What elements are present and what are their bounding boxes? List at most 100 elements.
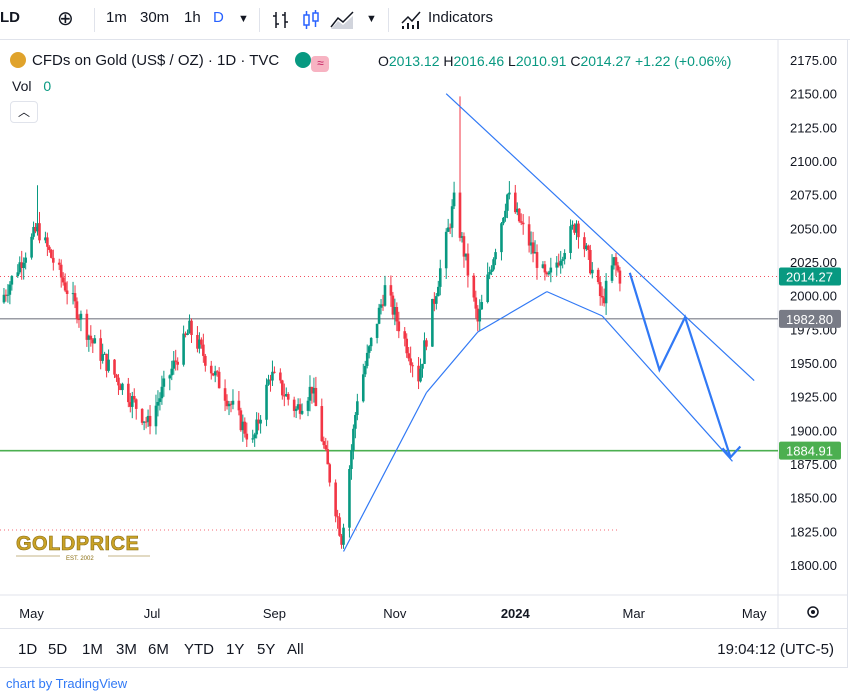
candle-body [521,222,525,225]
candle-body [478,309,482,322]
candle-body [583,237,586,250]
range-all[interactable]: All [287,641,304,658]
candle-body [571,224,574,227]
candle-body [6,294,10,296]
range-5d[interactable]: 5D [48,641,68,658]
candle-body [549,267,553,273]
candle-body [306,400,310,411]
candle-body [391,295,395,315]
indicators-icon[interactable] [400,9,422,31]
range-1y[interactable]: 1Y [226,641,245,658]
candle-body [529,242,533,246]
candle-body [517,208,521,222]
candle-body [79,313,83,320]
trendline [445,93,755,381]
candle-body [379,304,383,308]
candle-body [547,272,551,275]
range-5y[interactable]: 5Y [257,641,276,658]
close-value: 2014.27 [580,53,632,69]
symbol-label[interactable]: LD [0,9,20,26]
top-toolbar: LD ⊕ 1m 30m 1h D ▼ ▼ Indicators [0,0,850,40]
support-price-label: 1884.91 [786,444,833,459]
collapse-legend-button[interactable]: ︿ [10,101,38,123]
range-1d[interactable]: 1D [18,641,38,658]
interval-1h[interactable]: 1h [184,9,201,26]
candle-body [310,386,314,394]
candle-body [168,375,172,379]
candle-body [279,372,282,381]
candle-body [361,374,365,402]
candle-body [282,395,286,397]
candle-body [563,253,566,260]
y-tick-label: 2075.00 [790,188,837,203]
range-ytd[interactable]: YTD [184,641,214,658]
interval-1m[interactable]: 1m [106,9,127,26]
candle-body [480,302,484,310]
toolbar-divider [388,8,389,32]
chevron-down-icon[interactable]: ▼ [238,13,249,25]
candle-body [209,365,213,374]
candle-body [334,482,337,517]
legend-title[interactable]: CFDs on Gold (US$ / OZ) · 1D · TVC [32,52,280,69]
bottom-toolbar: 1D 5D 1M 3M 6M YTD 1Y 5Y All 19:04:12 (U… [0,628,848,668]
candle-body [452,192,456,207]
candle-body [590,269,594,274]
area-chart-icon[interactable] [329,9,355,31]
gold-logo-icon [10,52,26,68]
candle-body [417,365,420,382]
candle-body [458,192,462,238]
candle-body [326,449,330,465]
candle-body [172,360,176,369]
candle-body [365,352,369,366]
candle-body [65,290,69,294]
candle-body [61,277,65,283]
chevron-down-icon[interactable]: ▼ [366,13,377,25]
candle-body [531,242,535,254]
last-price-label-bg [779,267,841,286]
candle-body [36,223,39,232]
interval-30m[interactable]: 30m [140,9,170,26]
candle-body [312,387,316,394]
candle-body [32,226,35,237]
candles-icon[interactable] [301,9,321,31]
candle-body [4,294,8,296]
price-chart[interactable]: 2175.00 2150.00 2125.00 2100.00 2075.00 2050.… [0,40,848,628]
candle-body [59,264,63,278]
candle-body [476,308,480,322]
bar-chart-icon[interactable] [271,10,291,30]
y-tick-label: 1900.00 [790,423,837,438]
add-symbol-icon[interactable]: ⊕ [57,8,74,30]
interval-d[interactable]: D [213,9,224,26]
chart-legend: CFDs on Gold (US$ / OZ) · 1D · TVC ≈ [10,52,330,72]
candle-body [198,339,201,349]
candle-body [589,249,592,274]
candle-body [229,403,233,405]
indicators-button[interactable]: Indicators [428,9,494,26]
candle-body [132,396,136,400]
ohlc-readout: O2013.12 H2016.46 L2010.91 C2014.27 +1.2… [378,53,731,69]
trendline [342,392,427,552]
range-6m[interactable]: 6M [148,641,169,658]
candle-body [435,296,438,304]
candle-body [225,400,229,407]
range-3m[interactable]: 3M [116,641,137,658]
clock[interactable]: 19:04:12 (UTC-5) [717,641,834,658]
candle-body [259,419,262,424]
candle-body [508,192,511,195]
candle-body [397,321,401,332]
x-tick-label: Mar [623,606,646,621]
candle-body [614,257,618,266]
candle-body [403,331,407,339]
vol-label: Vol [12,78,32,94]
range-1m[interactable]: 1M [82,641,103,658]
candle-body [474,297,478,309]
y-tick-label: 1875.00 [790,457,837,472]
wave-icon: ≈ [311,56,330,72]
candle-body [174,360,178,362]
candle-body [513,192,517,213]
candle-body [350,450,353,470]
candle-body [75,301,79,320]
low-value: 2010.91 [515,53,567,69]
candle-body [320,406,324,442]
tradingview-credit[interactable]: chart by TradingView [6,676,128,691]
